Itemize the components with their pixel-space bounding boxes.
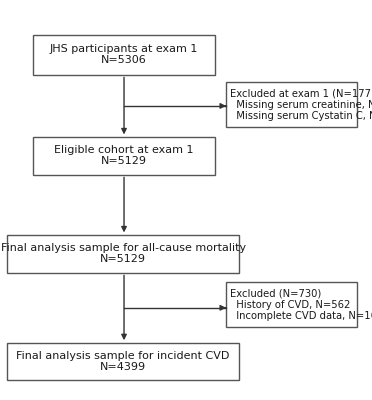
FancyBboxPatch shape <box>226 82 357 128</box>
Text: JHS participants at exam 1: JHS participants at exam 1 <box>50 44 198 54</box>
FancyBboxPatch shape <box>226 282 357 327</box>
Text: N=4399: N=4399 <box>100 362 146 372</box>
Text: Missing serum creatinine, N=25: Missing serum creatinine, N=25 <box>231 100 372 110</box>
Text: N=5306: N=5306 <box>101 56 147 66</box>
Text: Excluded (N=730): Excluded (N=730) <box>231 289 322 299</box>
FancyBboxPatch shape <box>7 235 239 272</box>
Text: Final analysis sample for incident CVD: Final analysis sample for incident CVD <box>16 351 230 361</box>
Text: N=5129: N=5129 <box>101 156 147 166</box>
Text: Incomplete CVD data, N=168: Incomplete CVD data, N=168 <box>231 311 372 321</box>
Text: History of CVD, N=562: History of CVD, N=562 <box>231 300 351 310</box>
Text: N=5129: N=5129 <box>100 254 146 264</box>
FancyBboxPatch shape <box>33 35 215 74</box>
Text: Eligible cohort at exam 1: Eligible cohort at exam 1 <box>54 146 194 156</box>
FancyBboxPatch shape <box>33 137 215 174</box>
Text: Missing serum Cystatin C, N=152: Missing serum Cystatin C, N=152 <box>231 111 372 121</box>
Text: Final analysis sample for all-cause mortality: Final analysis sample for all-cause mort… <box>0 244 246 254</box>
FancyBboxPatch shape <box>7 343 239 380</box>
Text: Excluded at exam 1 (N=177): Excluded at exam 1 (N=177) <box>231 89 372 99</box>
